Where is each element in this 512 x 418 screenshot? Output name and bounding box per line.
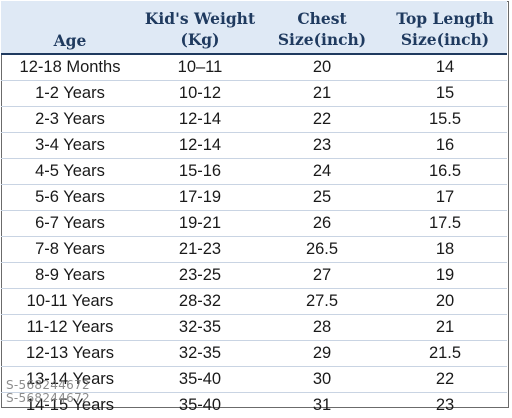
cell-age: 3-4 Years [1,133,139,159]
cell-length: 21.5 [383,341,507,367]
header-chest-line2: Size(inch) [263,29,381,50]
cell-weight: 28-32 [139,289,261,315]
cell-age: 1-2 Years [1,81,139,107]
cell-chest: 27.5 [261,289,383,315]
cell-length: 15 [383,81,507,107]
cell-chest: 31 [261,393,383,418]
cell-weight: 23-25 [139,263,261,289]
header-weight: Kid's Weight (Kg) [139,1,261,54]
cell-weight: 12-14 [139,107,261,133]
cell-chest: 24 [261,159,383,185]
cell-age: 14-15 Years [1,393,139,418]
header-length-line1: Top Length [385,8,505,29]
cell-chest: 30 [261,367,383,393]
cell-age: 6-7 Years [1,211,139,237]
header-age-label: Age [3,30,137,51]
cell-weight: 21-23 [139,237,261,263]
header-weight-line1: Kid's Weight [141,8,259,29]
cell-weight: 12-14 [139,133,261,159]
cell-chest: 27 [261,263,383,289]
cell-chest: 21 [261,81,383,107]
header-chest-line1: Chest [263,8,381,29]
cell-chest: 26.5 [261,237,383,263]
cell-length: 16 [383,133,507,159]
cell-weight: 15-16 [139,159,261,185]
cell-weight: 32-35 [139,315,261,341]
cell-age: 8-9 Years [1,263,139,289]
cell-weight: 35-40 [139,393,261,418]
cell-length: 23 [383,393,507,418]
cell-chest: 28 [261,315,383,341]
cell-chest: 26 [261,211,383,237]
cell-length: 17.5 [383,211,507,237]
cell-length: 14 [383,54,507,81]
cell-age: 10-11 Years [1,289,139,315]
cell-chest: 29 [261,341,383,367]
header-row: Age Kid's Weight (Kg) Chest Size(inch) T… [1,1,507,54]
cell-length: 16.5 [383,159,507,185]
cell-length: 20 [383,289,507,315]
cell-weight: 10–11 [139,54,261,81]
header-weight-line2: (Kg) [141,29,259,50]
cell-age: 2-3 Years [1,107,139,133]
header-age: Age [1,1,139,54]
cell-chest: 25 [261,185,383,211]
header-chest: Chest Size(inch) [261,1,383,54]
header-length: Top Length Size(inch) [383,1,507,54]
cell-length: 18 [383,237,507,263]
cell-age: 7-8 Years [1,237,139,263]
cell-length: 21 [383,315,507,341]
cell-weight: 17-19 [139,185,261,211]
cell-age: 13-14 Years [1,367,139,393]
cell-weight: 10-12 [139,81,261,107]
cell-length: 22 [383,367,507,393]
cell-age: 5-6 Years [1,185,139,211]
cell-chest: 22 [261,107,383,133]
cell-age: 4-5 Years [1,159,139,185]
cell-length: 19 [383,263,507,289]
header-length-line2: Size(inch) [385,29,505,50]
cell-chest: 23 [261,133,383,159]
cell-chest: 20 [261,54,383,81]
cell-weight: 35-40 [139,367,261,393]
cell-age: 11-12 Years [1,315,139,341]
cell-age: 12-18 Months [1,54,139,81]
cell-length: 17 [383,185,507,211]
cell-weight: 19-21 [139,211,261,237]
cell-weight: 32-35 [139,341,261,367]
cell-length: 15.5 [383,107,507,133]
cell-age: 12-13 Years [1,341,139,367]
